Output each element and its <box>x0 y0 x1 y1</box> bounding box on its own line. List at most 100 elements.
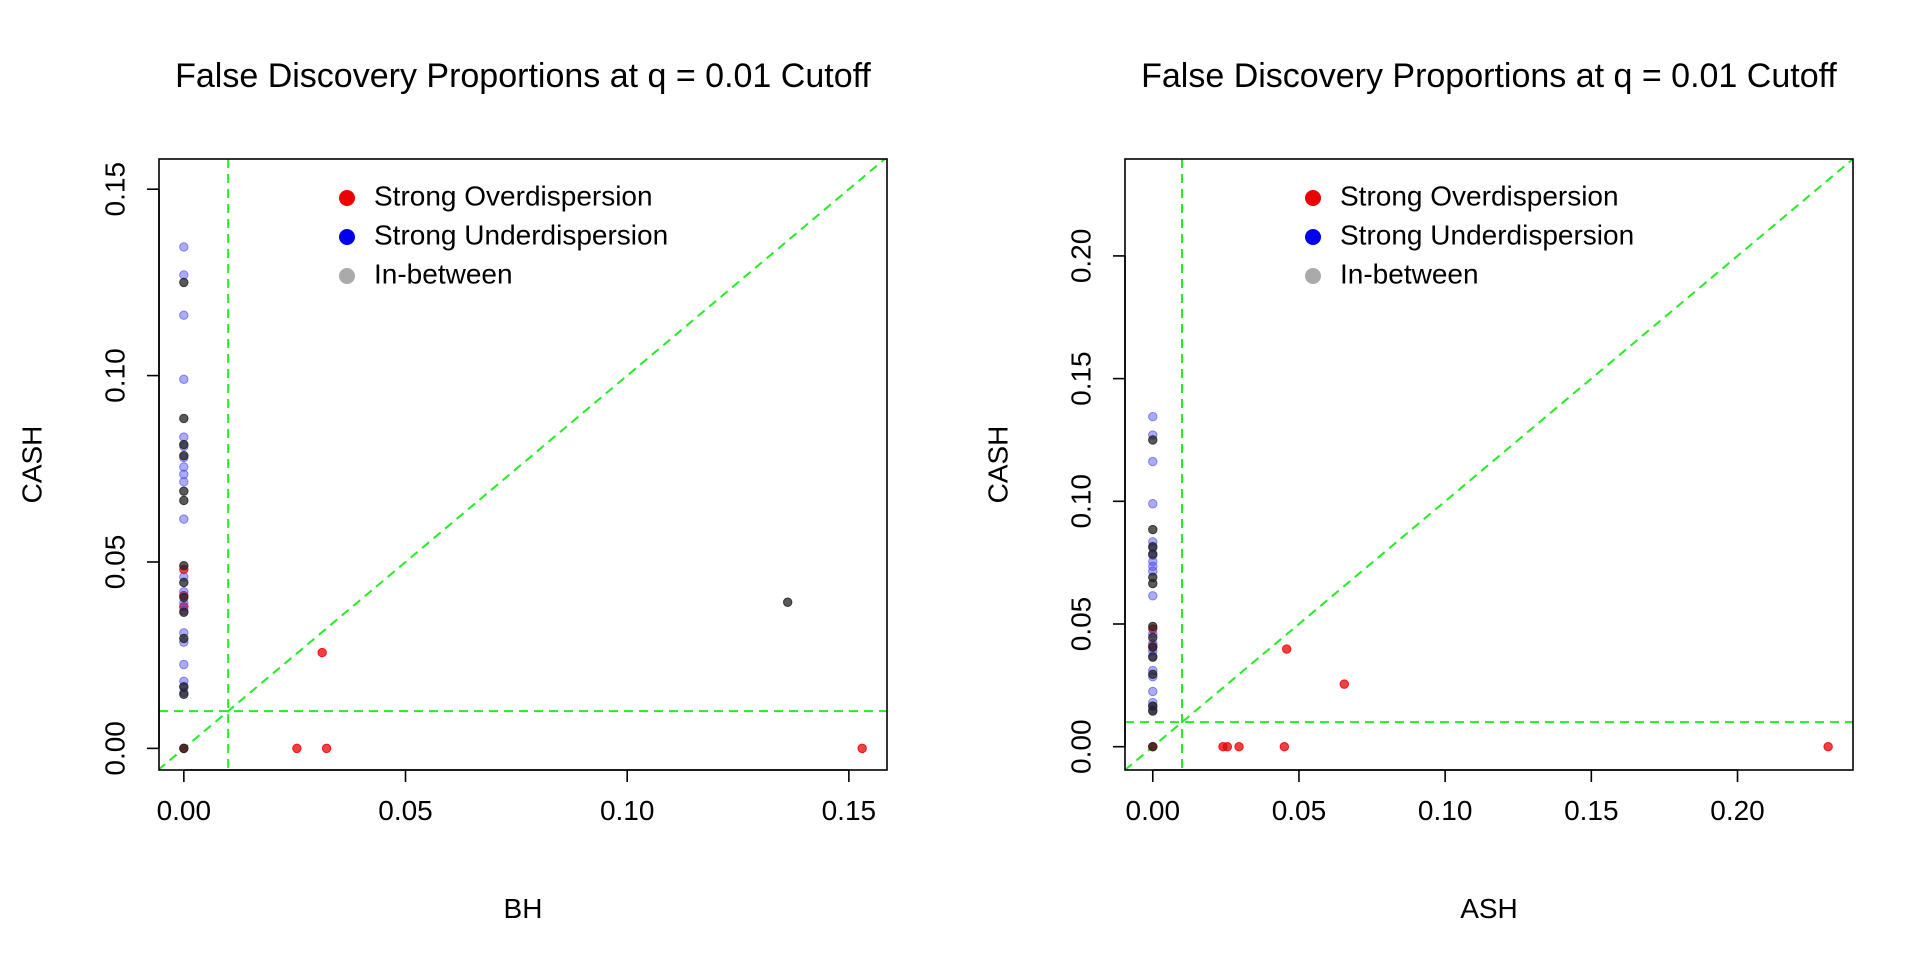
scatter-point <box>179 374 189 385</box>
scatter-point <box>1148 706 1158 716</box>
legend-marker <box>1305 229 1321 245</box>
diagonal-line <box>159 159 887 770</box>
chart-panel-2: False Discovery Proportions at q = 0.01 … <box>982 57 1854 924</box>
scatter-point <box>1148 686 1158 697</box>
legend: Strong Overdispersion Strong Underdispers… <box>1305 180 1634 289</box>
scatter-point <box>179 462 189 472</box>
x-axis: 0.00 0.05 0.10 0.15 BH <box>157 769 877 924</box>
scatter-point <box>1148 578 1158 589</box>
scatter-point <box>1234 741 1244 752</box>
scatter-point <box>1222 741 1233 752</box>
scatter-point <box>1148 621 1158 632</box>
scatter-point <box>1148 741 1158 752</box>
scatter-point <box>782 597 793 607</box>
legend-marker <box>339 229 355 245</box>
scatter-point <box>1148 669 1158 680</box>
scatter-point <box>1823 741 1833 752</box>
scatter-point <box>1148 499 1158 509</box>
legend-marker <box>339 268 355 284</box>
legend: Strong Overdispersion Strong Underdispers… <box>339 180 668 289</box>
scatter-point <box>1339 679 1349 689</box>
x-tick-label: 0.15 <box>1564 795 1619 826</box>
x-axis-label: ASH <box>1460 893 1518 924</box>
x-tick-label: 0.10 <box>1418 795 1473 826</box>
scatter-point <box>179 486 189 496</box>
scatter-point <box>179 561 189 571</box>
series-1 <box>179 564 867 754</box>
y-axis: 0.00 0.05 0.10 0.15 0.20 CASH <box>982 229 1126 774</box>
scatter-point <box>317 647 327 658</box>
scatter-point <box>292 743 302 754</box>
reference-lines <box>1125 159 1853 770</box>
scatter-point <box>1279 741 1290 752</box>
scatter-point <box>1281 644 1292 654</box>
x-axis: 0.00 0.05 0.10 0.15 0.20 ASH <box>1126 769 1765 924</box>
legend-marker <box>1305 190 1321 206</box>
y-axis: 0.00 0.05 0.10 0.15 CASH <box>16 162 160 776</box>
legend-entry: In-between <box>374 258 513 289</box>
scatter-point <box>1148 642 1158 653</box>
scatter-point <box>179 310 189 320</box>
x-axis-label: BH <box>504 893 543 924</box>
scatter-point <box>179 469 189 480</box>
legend-entry: Strong Underdispersion <box>1340 219 1634 250</box>
scatter-point <box>1148 549 1158 559</box>
scatter-point <box>1148 411 1158 422</box>
legend-marker <box>339 190 355 206</box>
y-tick-label: 0.10 <box>99 348 130 403</box>
chart-title: False Discovery Proportions at q = 0.01 … <box>1141 57 1837 95</box>
y-tick-label: 0.00 <box>99 721 130 776</box>
scatter-point <box>179 607 189 618</box>
scatter-point <box>1148 524 1158 535</box>
diagonal-line <box>1125 159 1853 770</box>
legend-entry: Strong Underdispersion <box>374 219 668 250</box>
x-tick-label: 0.15 <box>822 795 877 826</box>
scatter-point <box>1148 632 1158 643</box>
scatter-point <box>179 277 189 288</box>
y-tick-label: 0.05 <box>99 535 130 590</box>
scatter-point <box>179 242 189 252</box>
scatter-point <box>179 633 189 644</box>
legend-entry: In-between <box>1340 258 1479 289</box>
y-tick-label: 0.15 <box>99 162 130 217</box>
y-tick-label: 0.05 <box>1065 597 1096 652</box>
x-tick-label: 0.00 <box>1126 795 1181 826</box>
scatter-point <box>179 659 189 670</box>
y-tick-label: 0.20 <box>1065 229 1096 284</box>
y-axis-label: CASH <box>982 426 1013 504</box>
data-points <box>1148 411 1833 752</box>
x-tick-label: 0.10 <box>600 795 655 826</box>
scatter-point <box>321 743 332 754</box>
chart-panel-1: False Discovery Proportions at q = 0.01 … <box>16 57 888 924</box>
scatter-point <box>179 439 189 450</box>
scatter-point <box>179 577 189 588</box>
legend-entry: Strong Overdispersion <box>374 180 653 211</box>
reference-lines <box>159 159 887 770</box>
x-tick-label: 0.05 <box>378 795 433 826</box>
x-tick-label: 0.05 <box>1272 795 1327 826</box>
x-tick-label: 0.00 <box>157 795 212 826</box>
scatter-point <box>1148 652 1158 662</box>
y-tick-label: 0.00 <box>1065 719 1096 774</box>
series-2 <box>179 242 189 698</box>
x-tick-label: 0.20 <box>1710 795 1765 826</box>
legend-marker <box>1305 268 1321 284</box>
scatter-point <box>179 413 189 424</box>
y-tick-label: 0.10 <box>1065 474 1096 529</box>
legend-entry: Strong Overdispersion <box>1340 180 1619 211</box>
scatter-point <box>1148 435 1158 445</box>
series-2 <box>1148 411 1158 715</box>
y-tick-label: 0.15 <box>1065 351 1096 406</box>
scatter-point <box>179 495 189 506</box>
series-3 <box>179 277 793 754</box>
scatter-point <box>179 592 189 603</box>
y-axis-label: CASH <box>16 426 47 504</box>
chart-title: False Discovery Proportions at q = 0.01 … <box>175 57 871 95</box>
series-3 <box>1148 435 1158 752</box>
scatter-point <box>179 514 189 524</box>
scatter-point <box>179 689 189 700</box>
data-points <box>179 242 867 754</box>
scatter-point <box>1148 456 1158 467</box>
scatter-point <box>179 743 189 754</box>
